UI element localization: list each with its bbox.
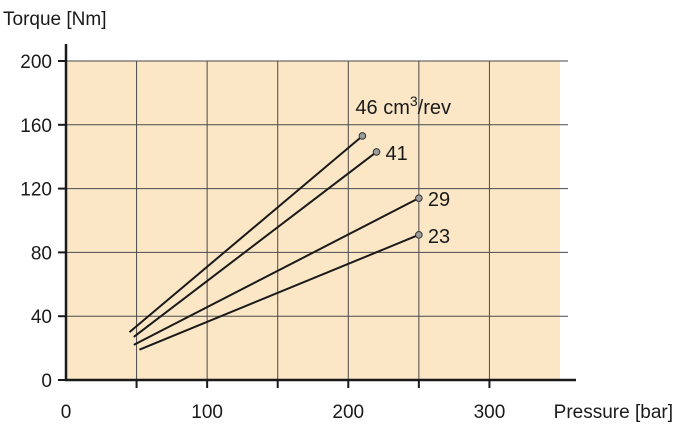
x-tick-label: 0 [61,402,72,423]
series-label: 23 [428,226,450,248]
axes [64,44,576,382]
series-end-marker [372,148,381,156]
series-end-marker [415,194,423,202]
series-line [128,135,364,333]
y-tick-label: 0 [41,371,52,392]
series-label: 46 cm3/rev [355,93,451,119]
series-unit-suffix: /rev [418,97,451,119]
y-tick-label: 200 [20,52,52,73]
series-line [133,197,420,346]
series-group: 46 cm3/rev 41 29 23 [128,93,451,351]
series-unit: cm [378,97,410,119]
y-tick-label: 160 [20,116,52,137]
grid-lines [66,60,568,380]
y-tick-label: 40 [31,307,52,328]
series-line [139,233,420,351]
ticks: 0 40 80 120 160 200 0 100 200 300 [20,52,505,423]
y-axis-label: Torque [Nm] [3,9,106,30]
series-line [133,151,378,338]
y-tick-label: 80 [31,243,52,264]
series-unit-exponent: 3 [410,93,418,109]
y-tick-label: 120 [20,180,52,201]
series-label: 41 [386,143,408,165]
x-tick-label: 100 [191,402,223,423]
x-tick-label: 200 [332,402,364,423]
x-tick-label: 300 [474,402,506,423]
x-axis-label: Pressure [bar] [554,402,673,423]
series-end-marker [358,132,367,140]
series-end-marker [415,231,423,239]
series-label: 29 [428,189,450,211]
